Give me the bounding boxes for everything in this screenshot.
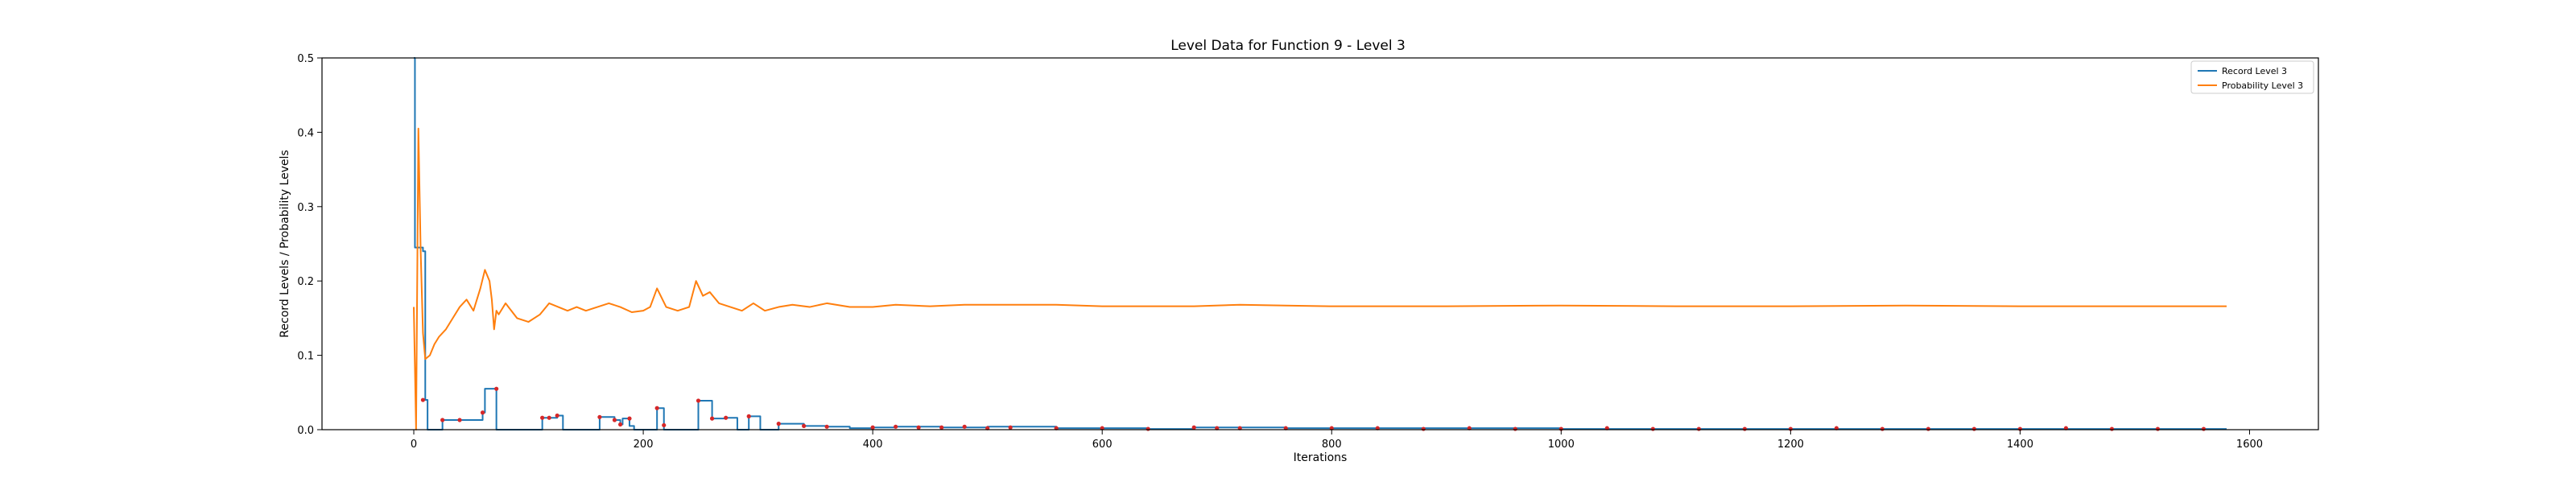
x-tick-label: 800	[1322, 439, 1342, 451]
record-point	[1191, 425, 1196, 430]
record-point	[494, 386, 499, 391]
record-point	[420, 397, 426, 402]
record-point	[1146, 426, 1150, 431]
legend-label-probability: Probability Level 3	[2222, 80, 2303, 91]
x-tick-label: 1200	[1777, 439, 1804, 451]
record-point	[440, 418, 445, 422]
record-point	[1650, 426, 1655, 431]
x-axis-label: Iterations	[1294, 451, 1348, 464]
record-point	[662, 422, 667, 428]
legend-box	[2190, 60, 2314, 94]
record-point	[617, 422, 623, 427]
record-point	[2201, 426, 2207, 431]
record-point	[480, 410, 485, 415]
record-point	[776, 422, 781, 426]
x-tick-label: 0	[411, 439, 417, 451]
y-tick-label: 0.3	[297, 202, 314, 214]
record-point	[457, 418, 462, 422]
x-tick-label: 200	[634, 439, 654, 451]
record-point	[1513, 426, 1517, 431]
record-point	[939, 425, 944, 430]
y-tick-label: 0.2	[297, 276, 314, 288]
series-line-record	[414, 57, 2227, 430]
record-point	[2155, 426, 2161, 431]
record-point	[802, 423, 807, 428]
record-point	[1971, 426, 1977, 431]
record-point	[597, 414, 602, 419]
y-tick-label: 0.0	[297, 425, 314, 437]
record-point	[824, 424, 829, 429]
y-axis-label: Record Levels / Probability Levels	[279, 150, 291, 337]
y-tick-label: 0.5	[297, 53, 314, 65]
record-point	[1421, 426, 1426, 431]
record-point	[2109, 426, 2115, 431]
x-tick-label: 400	[863, 439, 883, 451]
record-point	[1008, 425, 1013, 430]
x-tick-label: 1600	[2236, 439, 2263, 451]
record-point	[746, 414, 751, 418]
record-point	[1742, 426, 1747, 431]
plot-area	[413, 57, 2227, 431]
record-point	[1880, 426, 1885, 431]
record-point	[654, 406, 659, 410]
record-point	[962, 424, 967, 429]
legend: Record Level 3 Probability Level 3	[2190, 60, 2314, 94]
record-point	[1696, 426, 1701, 431]
record-point	[870, 425, 875, 430]
record-point	[916, 425, 921, 430]
record-point	[555, 413, 559, 418]
x-tick-label: 600	[1092, 439, 1113, 451]
record-point	[709, 416, 715, 421]
record-point	[696, 398, 701, 403]
x-tick-label: 1000	[1548, 439, 1575, 451]
y-axis: 0.0 0.1 0.2 0.3 0.4 0.5	[297, 53, 322, 437]
y-tick-label: 0.1	[297, 351, 314, 363]
legend-label-record: Record Level 3	[2222, 66, 2287, 76]
chart-title: Level Data for Function 9 - Level 3	[1170, 38, 1406, 54]
record-point	[1926, 426, 1931, 431]
series-line-probability	[413, 127, 2227, 430]
x-tick-label: 1400	[2007, 439, 2033, 451]
record-point	[540, 415, 545, 420]
record-point	[724, 415, 729, 420]
record-point	[627, 416, 632, 421]
record-point	[547, 415, 551, 420]
record-point	[894, 424, 898, 429]
record-point	[612, 418, 617, 422]
plot-frame	[321, 57, 2319, 430]
y-tick-label: 0.4	[297, 127, 314, 139]
x-axis: 0 200 400 600 800 1000 1200 1400 1600	[411, 430, 2263, 451]
